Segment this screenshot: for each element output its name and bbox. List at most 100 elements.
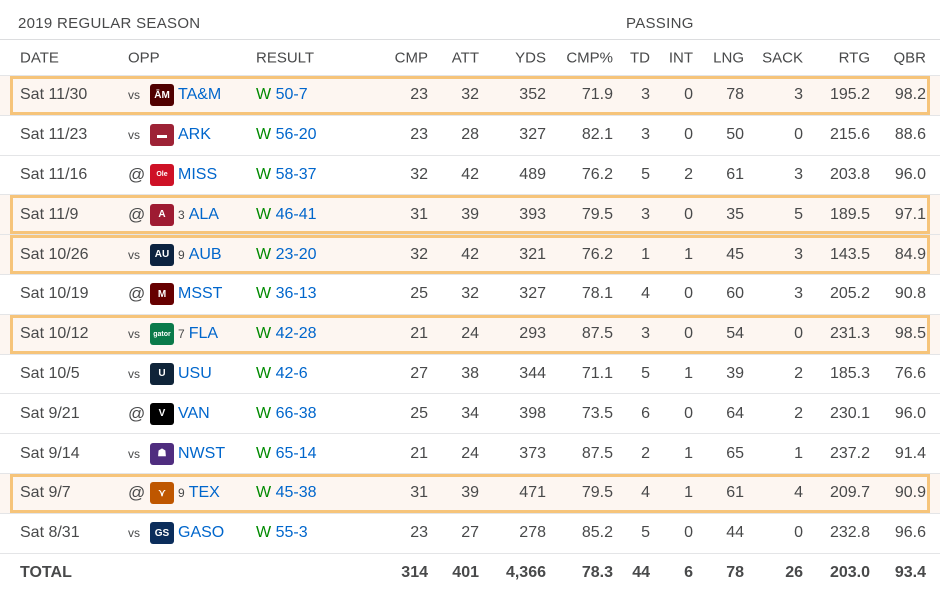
stat-int: 1 — [684, 245, 693, 263]
game-result[interactable]: W 55-3 — [256, 524, 308, 542]
game-result[interactable]: W 58-37 — [256, 166, 316, 184]
opponent-cell[interactable]: vs GS GASO — [128, 522, 225, 545]
stat-cmp-pct: 78.1 — [581, 285, 613, 303]
col-rtg[interactable]: RTG — [838, 49, 870, 66]
stat-lng: 35 — [726, 205, 744, 223]
aub-logo[interactable]: AU — [150, 243, 174, 266]
stat-cmp: 32 — [410, 245, 428, 263]
opponent-cell[interactable]: vs ĀM TA&M — [128, 84, 222, 107]
col-yds[interactable]: YDS — [515, 49, 546, 66]
miss-logo[interactable]: Ole — [150, 163, 174, 186]
table-row: Sat 11/30 vs ĀM TA&M W 50-7 23 32 352 71.9 3 0 78 3 1… — [0, 76, 940, 116]
opponent-link[interactable]: FLA — [188, 325, 219, 343]
result-score-link[interactable]: 56-20 — [275, 126, 317, 144]
result-score-link[interactable]: 42-28 — [275, 325, 317, 343]
game-date: Sat 10/5 — [20, 364, 80, 382]
game-result[interactable]: W 46-41 — [256, 206, 316, 224]
opponent-cell[interactable]: @ M MSST — [128, 283, 223, 306]
opponent-cell[interactable]: vs U USU — [128, 362, 212, 385]
ala-logo[interactable]: A — [150, 203, 174, 226]
col-td[interactable]: TD — [630, 49, 650, 66]
opponent-link[interactable]: MSST — [178, 285, 223, 303]
col-opp[interactable]: OPP — [128, 49, 160, 66]
result-score-link[interactable]: 23-20 — [275, 245, 317, 263]
passing-group-label: PASSING — [626, 15, 694, 32]
msst-logo[interactable]: M — [150, 283, 174, 306]
opponent-link[interactable]: MISS — [178, 165, 218, 183]
opponent-link[interactable]: ALA — [188, 205, 219, 223]
game-date: Sat 9/7 — [20, 484, 71, 502]
site-indicator: vs — [128, 247, 140, 262]
site-indicator: @ — [128, 483, 146, 503]
game-result[interactable]: W 42-28 — [256, 325, 316, 343]
opponent-link[interactable]: GASO — [178, 524, 225, 542]
col-cmp-pct[interactable]: CMP% — [566, 49, 613, 66]
fla-logo[interactable]: gator — [150, 323, 174, 346]
table-row: Sat 8/31 vs GS GASO W 55-3 23 27 278 85.2 5 0 44 0 23… — [0, 514, 940, 554]
ark-logo[interactable]: ▬ — [150, 124, 174, 147]
stat-rtg: 185.3 — [829, 364, 870, 382]
stat-cmp-pct: 71.9 — [581, 86, 613, 104]
col-sack[interactable]: SACK — [762, 49, 803, 66]
opponent-cell[interactable]: vs gator 7 FLA — [128, 323, 219, 346]
result-score-link[interactable]: 50-7 — [275, 86, 308, 104]
stat-sack: 3 — [794, 86, 803, 104]
usu-logo[interactable]: U — [150, 362, 174, 385]
opponent-link[interactable]: AUB — [188, 245, 222, 263]
opponent-cell[interactable]: vs ☗ NWST — [128, 442, 226, 465]
game-result[interactable]: W 56-20 — [256, 126, 316, 144]
total-qbr: 93.4 — [894, 564, 926, 582]
opponent-link[interactable]: VAN — [178, 404, 210, 422]
site-indicator: vs — [128, 446, 140, 461]
result-score-link[interactable]: 46-41 — [275, 205, 317, 223]
opponent-link[interactable]: TEX — [188, 484, 220, 502]
result-score-link[interactable]: 42-6 — [275, 364, 308, 382]
result-score-link[interactable]: 55-3 — [275, 524, 308, 542]
opponent-link[interactable]: TA&M — [178, 86, 222, 104]
opponent-link[interactable]: ARK — [178, 126, 211, 144]
opponent-cell[interactable]: @ A 3 ALA — [128, 203, 219, 226]
opponent-link[interactable]: USU — [178, 364, 212, 382]
tex-logo[interactable]: ⋎ — [150, 482, 174, 505]
col-lng[interactable]: LNG — [713, 49, 744, 66]
result-score-link[interactable]: 45-38 — [275, 484, 317, 502]
game-result[interactable]: W 50-7 — [256, 86, 308, 104]
total-cmp: 314 — [401, 564, 428, 582]
col-date[interactable]: DATE — [20, 49, 59, 66]
game-result[interactable]: W 45-38 — [256, 484, 316, 502]
stat-yds: 489 — [519, 165, 546, 183]
col-cmp[interactable]: CMP — [394, 49, 428, 66]
stat-cmp-pct: 71.1 — [581, 364, 613, 382]
stat-att: 27 — [461, 524, 479, 542]
opponent-rank: 3 — [178, 207, 185, 222]
result-score-link[interactable]: 66-38 — [275, 404, 317, 422]
game-result[interactable]: W 66-38 — [256, 405, 316, 423]
game-result[interactable]: W 65-14 — [256, 445, 316, 463]
game-result[interactable]: W 23-20 — [256, 246, 316, 264]
opponent-cell[interactable]: vs AU 9 AUB — [128, 243, 222, 266]
gaso-logo[interactable]: GS — [150, 522, 174, 545]
col-int[interactable]: INT — [668, 49, 693, 66]
opponent-cell[interactable]: @ ⋎ 9 TEX — [128, 482, 220, 505]
result-score-link[interactable]: 36-13 — [275, 285, 317, 303]
col-result[interactable]: RESULT — [256, 49, 315, 66]
stat-qbr: 96.0 — [894, 165, 926, 183]
result-score-link[interactable]: 58-37 — [275, 165, 317, 183]
col-qbr[interactable]: QBR — [893, 49, 926, 66]
stat-cmp-pct: 87.5 — [581, 325, 613, 343]
game-result[interactable]: W 36-13 — [256, 285, 316, 303]
opponent-cell[interactable]: @ V VAN — [128, 402, 210, 425]
col-att[interactable]: ATT — [451, 49, 479, 66]
opponent-cell[interactable]: @ Ole MISS — [128, 163, 218, 186]
tam-logo[interactable]: ĀM — [150, 84, 174, 107]
nwst-logo[interactable]: ☗ — [150, 442, 174, 465]
stat-lng: 45 — [726, 245, 744, 263]
stat-sack: 3 — [794, 285, 803, 303]
van-logo[interactable]: V — [150, 402, 174, 425]
opponent-cell[interactable]: vs ▬ ARK — [128, 124, 211, 147]
opponent-link[interactable]: NWST — [178, 444, 226, 462]
result-score-link[interactable]: 65-14 — [275, 444, 317, 462]
game-result[interactable]: W 42-6 — [256, 365, 308, 383]
result-outcome: W — [256, 444, 272, 462]
stat-qbr: 91.4 — [894, 444, 926, 462]
